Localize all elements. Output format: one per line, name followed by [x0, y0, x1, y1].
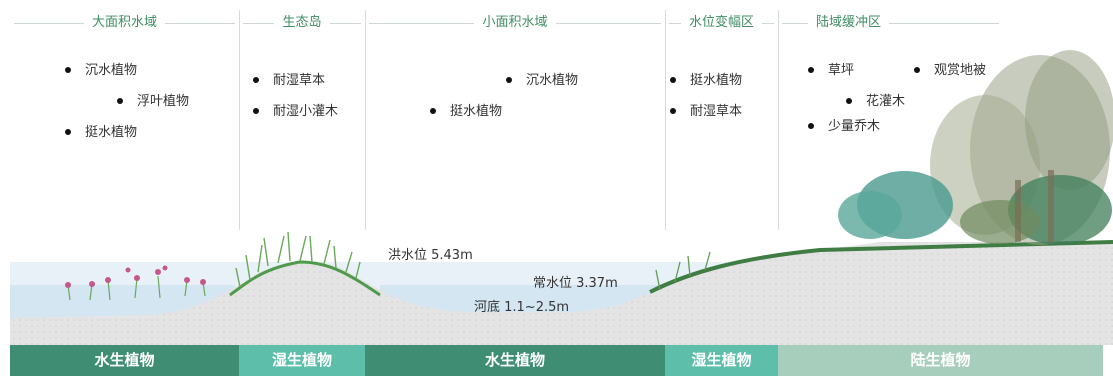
plant-item: 少量乔木 [808, 118, 880, 136]
band-wetland: 湿生植物 [665, 345, 778, 376]
bullet-icon [846, 97, 852, 104]
header-rule [782, 23, 999, 24]
bullet-icon [506, 76, 512, 83]
plant-label: 沉水植物 [526, 73, 579, 88]
slope-grass [655, 251, 711, 291]
band-label: 陆生植物 [910, 351, 971, 369]
bullet-icon [914, 66, 920, 73]
band-wetland: 湿生植物 [239, 345, 365, 376]
zone-divider [239, 10, 240, 230]
plant-label: 花灌木 [866, 94, 906, 109]
zone-title-text: 小面积水域 [474, 15, 556, 30]
zone-divider [778, 10, 779, 230]
plant-item: 沉水植物 [65, 62, 137, 80]
zone-title: 陆域缓冲区 [778, 8, 1003, 38]
flower-dots [65, 265, 206, 288]
plant-label: 沉水植物 [85, 63, 138, 78]
band-label: 水生植物 [94, 351, 155, 369]
plant-item: 挺水植物 [65, 124, 137, 142]
zone-header-eco-island: 生态岛 [239, 8, 365, 38]
plant-label: 观赏地被 [934, 63, 987, 78]
band-label: 湿生植物 [271, 351, 332, 369]
zone-title: 小面积水域 [365, 8, 665, 38]
plant-label: 耐湿小灌木 [273, 104, 339, 119]
normal-level-label: 常水位 3.37m [533, 276, 618, 291]
plant-label: 少量乔木 [828, 119, 881, 134]
zone-divider [665, 10, 666, 230]
bullet-icon [808, 122, 814, 129]
bullet-icon [65, 66, 71, 73]
zone-header-small-water: 小面积水域 [365, 8, 665, 38]
riverbed-label: 河底 1.1~2.5m [474, 300, 570, 315]
grass-line [229, 260, 381, 297]
zone-divider [365, 10, 366, 230]
bullet-icon [117, 97, 123, 104]
band-aquatic: 水生植物 [10, 345, 239, 376]
band-label: 水生植物 [484, 351, 545, 369]
zone-header-land-buffer: 陆域缓冲区 [778, 8, 1003, 38]
plant-item: 花灌木 [846, 93, 905, 111]
island-grass [235, 231, 361, 288]
plant-item: 草坪 [808, 62, 854, 80]
bullet-icon [253, 76, 259, 83]
bullet-icon [670, 107, 676, 114]
plant-label: 挺水植物 [690, 73, 743, 88]
plant-item: 沉水植物 [506, 72, 578, 90]
bullet-icon [808, 66, 814, 73]
bullet-icon [430, 107, 436, 114]
plant-item: 挺水植物 [430, 103, 502, 121]
zone-title-text: 水位变幅区 [680, 15, 762, 30]
zone-header-large-water: 大面积水域 [10, 8, 239, 38]
plant-item: 挺水植物 [670, 72, 742, 90]
plant-item: 耐湿草本 [670, 103, 742, 121]
plant-label: 浮叶植物 [137, 94, 190, 109]
zone-title-text: 陆域缓冲区 [808, 15, 890, 30]
zone-header-fluctuation: 水位变幅区 [665, 8, 778, 38]
plant-label: 耐湿草本 [273, 73, 326, 88]
band-aquatic: 水生植物 [365, 345, 665, 376]
grass-line-2 [649, 240, 1113, 294]
plant-label: 挺水植物 [85, 125, 138, 140]
plant-label: 草坪 [828, 63, 855, 78]
bullet-icon [253, 107, 259, 114]
band-terrestrial: 陆生植物 [778, 345, 1103, 376]
zone-title: 大面积水域 [10, 8, 239, 38]
zone-title-text: 大面积水域 [83, 15, 165, 30]
plant-label: 耐湿草本 [690, 104, 743, 119]
zone-title: 生态岛 [239, 8, 365, 38]
plant-item: 耐湿草本 [253, 72, 325, 90]
plant-item: 浮叶植物 [117, 93, 189, 111]
zone-title-text: 生态岛 [274, 15, 330, 30]
band-label: 湿生植物 [691, 351, 752, 369]
flood-level-label: 洪水位 5.43m [388, 248, 473, 263]
bullet-icon [65, 128, 71, 135]
zone-title: 水位变幅区 [665, 8, 778, 38]
plant-item: 观赏地被 [914, 62, 986, 80]
terrain [10, 242, 1113, 345]
plant-label: 挺水植物 [450, 104, 503, 119]
trees [838, 50, 1113, 245]
plant-item: 耐湿小灌木 [253, 103, 338, 121]
bullet-icon [670, 76, 676, 83]
